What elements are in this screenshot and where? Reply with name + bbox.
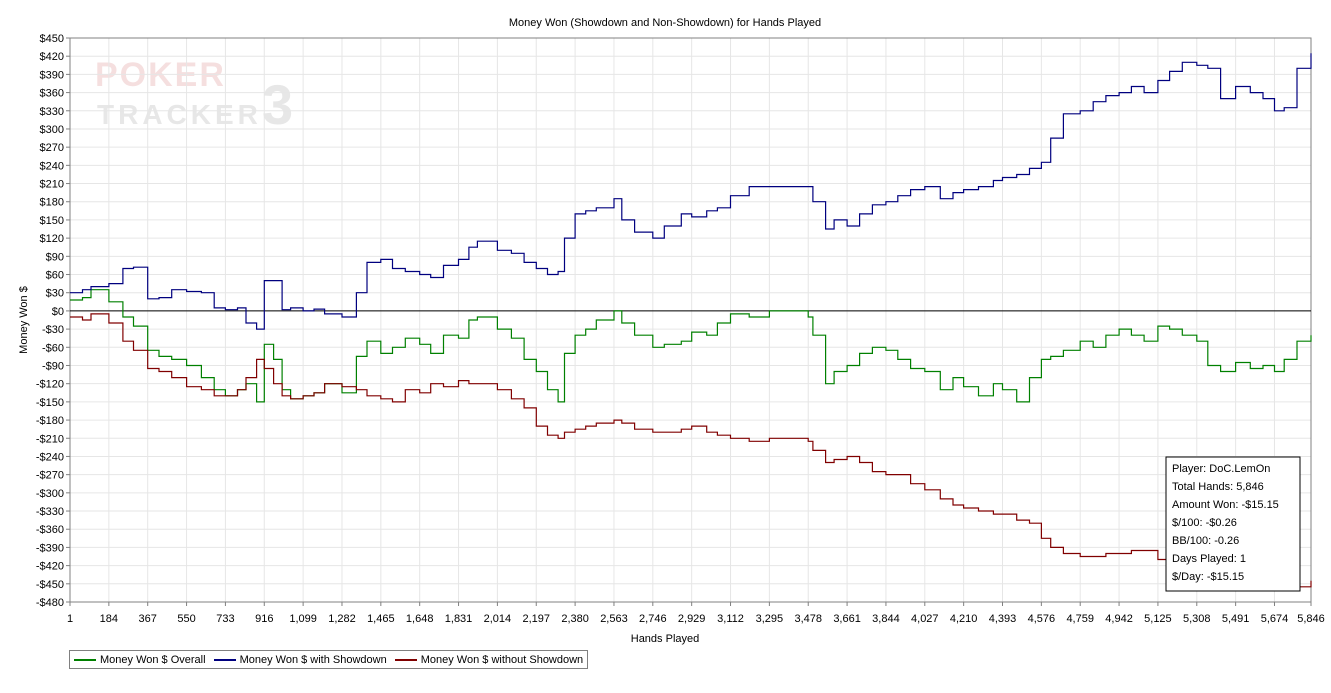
legend-label-non-showdown: Money Won $ without Showdown — [420, 653, 584, 666]
x-tick-label: 4,027 — [911, 613, 939, 625]
y-tick-label: $210 — [40, 179, 64, 191]
x-tick-label: 5,125 — [1144, 613, 1172, 625]
x-tick-label: 5,846 — [1297, 613, 1325, 625]
y-tick-label: -$330 — [36, 506, 64, 518]
y-tick-label: -$30 — [42, 324, 64, 336]
y-tick-label: $120 — [40, 233, 64, 245]
y-tick-label: -$360 — [36, 524, 64, 536]
x-axis-label: Hands Played — [631, 633, 700, 645]
x-tick-label: 3,661 — [833, 613, 861, 625]
y-tick-label: $240 — [40, 160, 64, 172]
series-layer — [70, 53, 1312, 591]
stat-amount-won: Amount Won: -$15.15 — [1172, 499, 1279, 511]
x-tick-label: 3,844 — [872, 613, 900, 625]
watermark-logo: POKER TRACKER 3 — [95, 56, 293, 136]
stat-days-played: Days Played: 1 — [1172, 553, 1246, 565]
x-tick-label: 733 — [216, 613, 234, 625]
x-tick-label: 1,648 — [406, 613, 434, 625]
y-tick-label: $360 — [40, 88, 64, 100]
stat-total-hands: Total Hands: 5,846 — [1172, 481, 1264, 493]
x-tick-label: 4,210 — [950, 613, 978, 625]
x-tick-label: 1,282 — [328, 613, 356, 625]
y-tick-label: $330 — [40, 106, 64, 118]
x-tick-label: 550 — [177, 613, 195, 625]
stat-player: Player: DoC.LemOn — [1172, 463, 1270, 475]
axis-layer: 1 184 367 550 733 916 1,099 1,282 1,465 1,648 1,83… — [36, 33, 1325, 625]
x-tick-label: 1,099 — [289, 613, 317, 625]
x-tick-label: 3,295 — [756, 613, 784, 625]
y-tick-label: $390 — [40, 69, 64, 81]
x-tick-label: 2,563 — [600, 613, 628, 625]
legend-item-non-showdown: Money Won $ without Showdown — [394, 653, 584, 666]
x-tick-label: 3,478 — [794, 613, 822, 625]
x-tick-label: 2,380 — [561, 613, 589, 625]
x-tick-label: 4,576 — [1028, 613, 1056, 625]
y-tick-label: -$180 — [36, 415, 64, 427]
x-tick-label: 367 — [139, 613, 157, 625]
chart-title: Money Won (Showdown and Non-Showdown) fo… — [509, 17, 821, 29]
x-tick-label: 4,393 — [989, 613, 1017, 625]
series-line-non-showdown — [70, 313, 1312, 591]
legend-swatch-non-showdown — [394, 658, 417, 661]
x-tick-label: 916 — [255, 613, 273, 625]
chart-legend: Money Won $ Overall Money Won $ with Sho… — [69, 650, 589, 669]
grid-layer — [69, 37, 1312, 603]
plot-frame — [69, 37, 1312, 603]
y-tick-label: -$450 — [36, 579, 64, 591]
x-tick-label: 4,759 — [1066, 613, 1094, 625]
series-line-overall — [70, 289, 1312, 403]
legend-item-showdown: Money Won $ with Showdown — [213, 653, 387, 666]
y-tick-label: $300 — [40, 124, 64, 136]
y-tick-label: -$60 — [42, 342, 64, 354]
y-tick-label: $60 — [46, 270, 64, 282]
y-tick-label: -$480 — [36, 597, 64, 609]
x-tick-label: 1 — [67, 613, 73, 625]
x-tick-label: 184 — [100, 613, 118, 625]
legend-swatch-showdown — [213, 658, 236, 661]
series-line-showdown — [70, 53, 1312, 330]
stat-per-100: $/100: -$0.26 — [1172, 517, 1237, 529]
y-axis-label: Money Won $ — [18, 286, 30, 354]
y-tick-label: $150 — [40, 215, 64, 227]
y-tick-label: -$120 — [36, 379, 64, 391]
y-tick-label: $420 — [40, 51, 64, 63]
svg-text:TRACKER: TRACKER — [97, 99, 262, 130]
svg-text:3: 3 — [262, 73, 293, 136]
stats-info-box: Player: DoC.LemOn Total Hands: 5,846 Amo… — [1165, 456, 1301, 592]
x-tick-label: 4,942 — [1105, 613, 1133, 625]
y-tick-label: $90 — [46, 251, 64, 263]
legend-swatch-overall — [74, 658, 96, 661]
x-tick-label: 5,308 — [1183, 613, 1211, 625]
y-tick-label: -$90 — [42, 360, 64, 372]
y-tick-label: $180 — [40, 197, 64, 209]
y-tick-label: -$240 — [36, 451, 64, 463]
y-tick-label: -$270 — [36, 470, 64, 482]
x-tick-label: 2,014 — [484, 613, 512, 625]
x-tick-label: 2,746 — [639, 613, 667, 625]
x-tick-label: 5,491 — [1222, 613, 1250, 625]
legend-label-showdown: Money Won $ with Showdown — [239, 653, 387, 666]
y-tick-label: -$300 — [36, 488, 64, 500]
legend-label-overall: Money Won $ Overall — [100, 653, 206, 666]
y-tick-label: -$150 — [36, 397, 64, 409]
stat-bb-100: BB/100: -0.26 — [1172, 535, 1239, 547]
y-tick-label: $30 — [46, 288, 64, 300]
svg-text:POKER: POKER — [95, 56, 226, 94]
x-tick-label: 1,831 — [445, 613, 473, 625]
legend-item-overall: Money Won $ Overall — [74, 654, 206, 666]
x-tick-label: 5,674 — [1261, 613, 1289, 625]
x-tick-label: 2,929 — [678, 613, 706, 625]
y-tick-label: $450 — [40, 33, 64, 45]
x-tick-label: 2,197 — [522, 613, 550, 625]
stat-per-day: $/Day: -$15.15 — [1172, 571, 1244, 583]
y-tick-label: $0 — [52, 306, 64, 318]
y-tick-label: -$210 — [36, 433, 64, 445]
x-tick-label: 3,112 — [717, 613, 744, 625]
y-tick-label: $270 — [40, 142, 64, 154]
y-tick-label: -$390 — [36, 542, 64, 554]
x-tick-label: 1,465 — [367, 613, 395, 625]
y-tick-label: -$420 — [36, 561, 64, 573]
